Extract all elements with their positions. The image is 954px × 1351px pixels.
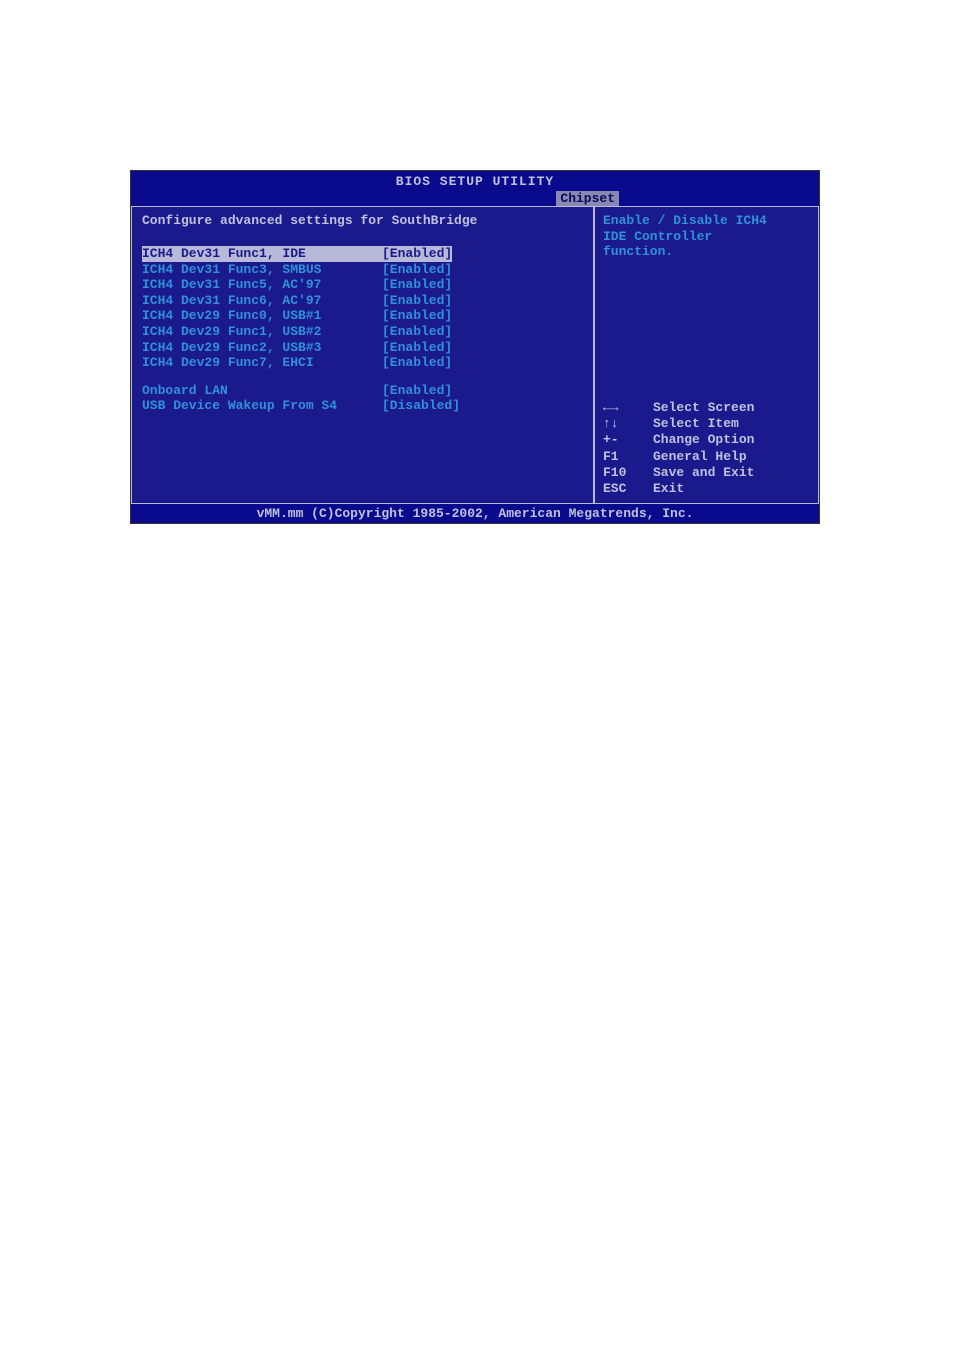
nav-desc: Select Screen [653,400,754,416]
section-heading: Configure advanced settings for SouthBri… [142,213,583,228]
help-line: Enable / Disable ICH4 [603,213,810,229]
nav-desc: Change Option [653,432,754,448]
nav-row: ↑↓Select Item [603,416,810,432]
nav-row: +-Change Option [603,432,810,448]
setting-value: [Enabled] [382,324,452,340]
setting-row[interactable]: USB Device Wakeup From S4 [Disabled] [142,398,583,414]
nav-desc: Exit [653,481,684,497]
help-line: function. [603,244,810,260]
tab-row: Chipset [131,191,819,206]
setting-row[interactable]: ICH4 Dev31 Func1, IDE [Enabled] [142,246,583,262]
nav-key: ESC [603,481,653,497]
setting-label: ICH4 Dev29 Func0, USB#1 [142,308,382,324]
nav-key: F1 [603,449,653,465]
setting-value: [Enabled] [382,383,452,399]
nav-key: ↑↓ [603,416,653,432]
nav-row: F1General Help [603,449,810,465]
setting-row[interactable]: ICH4 Dev29 Func1, USB#2 [Enabled] [142,324,583,340]
setting-value: [Enabled] [382,277,452,293]
nav-row: ←→Select Screen [603,400,810,416]
setting-row[interactable]: ICH4 Dev31 Func5, AC'97 [Enabled] [142,277,583,293]
main-area: Configure advanced settings for SouthBri… [131,206,819,504]
setting-label: ICH4 Dev31 Func1, IDE [142,246,382,262]
setting-label: Onboard LAN [142,383,382,399]
tab-chipset[interactable]: Chipset [556,191,619,206]
setting-value: [Enabled] [382,355,452,371]
setting-value: [Enabled] [382,246,452,262]
setting-label: ICH4 Dev31 Func6, AC'97 [142,293,382,309]
settings-panel: Configure advanced settings for SouthBri… [131,206,594,504]
title-text: BIOS SETUP UTILITY [396,174,554,189]
footer-bar: vMM.mm (C)Copyright 1985-2002, American … [131,504,819,523]
nav-desc: General Help [653,449,747,465]
nav-key: +- [603,432,653,448]
help-panel: Enable / Disable ICH4 IDE Controller fun… [594,206,819,504]
setting-value: [Enabled] [382,340,452,356]
setting-label: ICH4 Dev29 Func2, USB#3 [142,340,382,356]
nav-key: ←→ [603,400,653,416]
setting-row[interactable]: ICH4 Dev29 Func2, USB#3 [Enabled] [142,340,583,356]
nav-row: ESCExit [603,481,810,497]
bios-window: BIOS SETUP UTILITY Chipset Configure adv… [130,170,820,524]
nav-key: F10 [603,465,653,481]
nav-row: F10Save and Exit [603,465,810,481]
setting-value: [Enabled] [382,262,452,278]
setting-row[interactable]: Onboard LAN [Enabled] [142,383,583,399]
setting-label: ICH4 Dev29 Func7, EHCI [142,355,382,371]
nav-desc: Save and Exit [653,465,754,481]
title-bar: BIOS SETUP UTILITY [131,171,819,191]
setting-value: [Enabled] [382,308,452,324]
nav-help: ←→Select Screen↑↓Select Item+-Change Opt… [603,260,810,498]
setting-row[interactable]: ICH4 Dev31 Func6, AC'97 [Enabled] [142,293,583,309]
setting-label: USB Device Wakeup From S4 [142,398,382,414]
setting-row[interactable]: ICH4 Dev29 Func0, USB#1 [Enabled] [142,308,583,324]
setting-label: ICH4 Dev31 Func3, SMBUS [142,262,382,278]
setting-row[interactable]: ICH4 Dev29 Func7, EHCI [Enabled] [142,355,583,371]
setting-value: [Disabled] [382,398,460,414]
setting-value: [Enabled] [382,293,452,309]
setting-label: ICH4 Dev31 Func5, AC'97 [142,277,382,293]
setting-label: ICH4 Dev29 Func1, USB#2 [142,324,382,340]
nav-desc: Select Item [653,416,739,432]
help-line: IDE Controller [603,229,810,245]
setting-row[interactable]: ICH4 Dev31 Func3, SMBUS [Enabled] [142,262,583,278]
